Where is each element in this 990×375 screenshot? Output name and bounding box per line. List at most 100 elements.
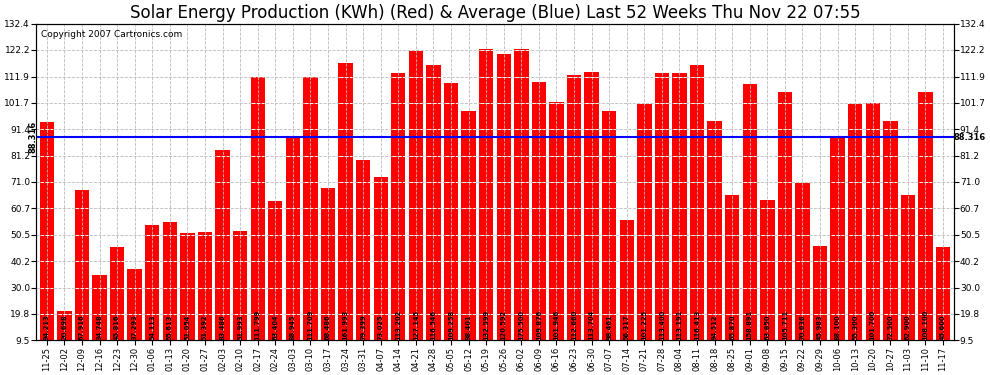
Bar (584, 72, 599, 365)
Text: 113.704: 113.704 (589, 309, 595, 339)
Text: 116.546: 116.546 (431, 309, 437, 339)
Bar (778, 93, 792, 365)
Bar (128, 269, 142, 365)
Bar (919, 93, 933, 365)
Bar (250, 77, 265, 365)
Bar (146, 225, 159, 365)
Bar (638, 104, 651, 365)
Text: 72.500: 72.500 (887, 314, 893, 339)
Text: 101.225: 101.225 (642, 309, 647, 339)
Bar (567, 75, 581, 365)
Bar (725, 195, 740, 365)
Text: 65.870: 65.870 (730, 314, 736, 339)
Text: 88.316: 88.316 (28, 121, 38, 153)
Bar (40, 122, 54, 365)
Bar (795, 183, 810, 365)
Bar (268, 201, 282, 365)
Bar (409, 51, 423, 365)
Title: Solar Energy Production (KWh) (Red) & Average (Blue) Last 52 Weeks Thu Nov 22 07: Solar Energy Production (KWh) (Red) & Av… (130, 4, 860, 22)
Text: 98.401: 98.401 (465, 314, 471, 339)
Text: 127.145: 127.145 (413, 309, 419, 339)
Text: 94.213: 94.213 (44, 314, 50, 339)
Text: 51.054: 51.054 (184, 314, 190, 339)
Bar (479, 50, 493, 365)
Bar (672, 73, 687, 365)
Bar (444, 83, 458, 365)
Bar (497, 54, 511, 365)
Bar (180, 233, 195, 365)
Text: 94.512: 94.512 (712, 314, 718, 339)
Bar (303, 77, 318, 365)
Text: 73.025: 73.025 (378, 314, 384, 339)
Bar (233, 231, 248, 365)
Text: 88.100: 88.100 (835, 314, 841, 339)
Text: 111.799: 111.799 (254, 309, 260, 339)
Bar (690, 65, 704, 365)
Text: 112.660: 112.660 (571, 309, 577, 339)
Bar (57, 312, 71, 365)
Text: 70.636: 70.636 (800, 314, 806, 339)
Text: 109.876: 109.876 (536, 309, 542, 339)
Text: 161.993: 161.993 (343, 309, 348, 339)
Text: 108.100: 108.100 (923, 309, 929, 339)
Bar (162, 222, 177, 365)
Text: 120.592: 120.592 (501, 309, 507, 339)
Bar (602, 111, 617, 365)
Text: 20.698: 20.698 (61, 314, 67, 339)
Bar (936, 248, 950, 365)
Text: 56.317: 56.317 (624, 314, 630, 339)
Bar (75, 190, 89, 365)
Text: 158.891: 158.891 (746, 309, 752, 339)
Text: 132.599: 132.599 (483, 309, 489, 339)
Text: 109.258: 109.258 (448, 309, 454, 339)
Bar (742, 84, 757, 365)
Bar (321, 188, 336, 365)
Bar (110, 247, 125, 365)
Bar (620, 220, 634, 365)
Text: 111.709: 111.709 (308, 309, 314, 339)
Text: 45.816: 45.816 (114, 314, 120, 339)
Bar (92, 275, 107, 365)
Bar (813, 246, 828, 365)
Bar (514, 50, 529, 365)
Bar (216, 150, 230, 365)
Bar (427, 64, 441, 365)
Bar (532, 82, 546, 365)
Text: 105.711: 105.711 (782, 309, 788, 339)
Text: 113.202: 113.202 (395, 309, 401, 339)
Text: 45.600: 45.600 (940, 314, 946, 339)
Text: 98.461: 98.461 (606, 314, 612, 339)
Text: Copyright 2007 Cartronics.com: Copyright 2007 Cartronics.com (41, 30, 182, 39)
Bar (339, 63, 352, 365)
Text: 101.700: 101.700 (870, 309, 876, 339)
Bar (848, 104, 862, 365)
Bar (883, 122, 898, 365)
Bar (286, 136, 300, 365)
Text: 88.316: 88.316 (953, 133, 986, 142)
Text: 63.404: 63.404 (272, 314, 278, 339)
Bar (901, 195, 915, 365)
Text: 45.983: 45.983 (817, 314, 823, 339)
Text: 55.300: 55.300 (852, 314, 858, 339)
Text: 101.946: 101.946 (553, 309, 559, 339)
Bar (373, 177, 388, 365)
Bar (356, 160, 370, 365)
Bar (760, 200, 774, 365)
Bar (865, 103, 880, 365)
Text: 175.500: 175.500 (519, 309, 525, 339)
Text: 113.191: 113.191 (676, 309, 682, 339)
Bar (708, 122, 722, 365)
Text: 37.293: 37.293 (132, 314, 138, 339)
Text: 83.486: 83.486 (220, 314, 226, 339)
Text: 63.850: 63.850 (764, 314, 770, 339)
Text: 51.993: 51.993 (238, 314, 244, 339)
Bar (654, 73, 669, 365)
Text: 68.486: 68.486 (325, 314, 331, 339)
Bar (391, 73, 406, 365)
Text: 51.392: 51.392 (202, 314, 208, 339)
Bar (461, 111, 476, 365)
Text: 79.399: 79.399 (360, 314, 366, 339)
Text: 67.916: 67.916 (79, 314, 85, 339)
Text: 62.900: 62.900 (905, 314, 911, 339)
Text: 54.113: 54.113 (149, 314, 155, 339)
